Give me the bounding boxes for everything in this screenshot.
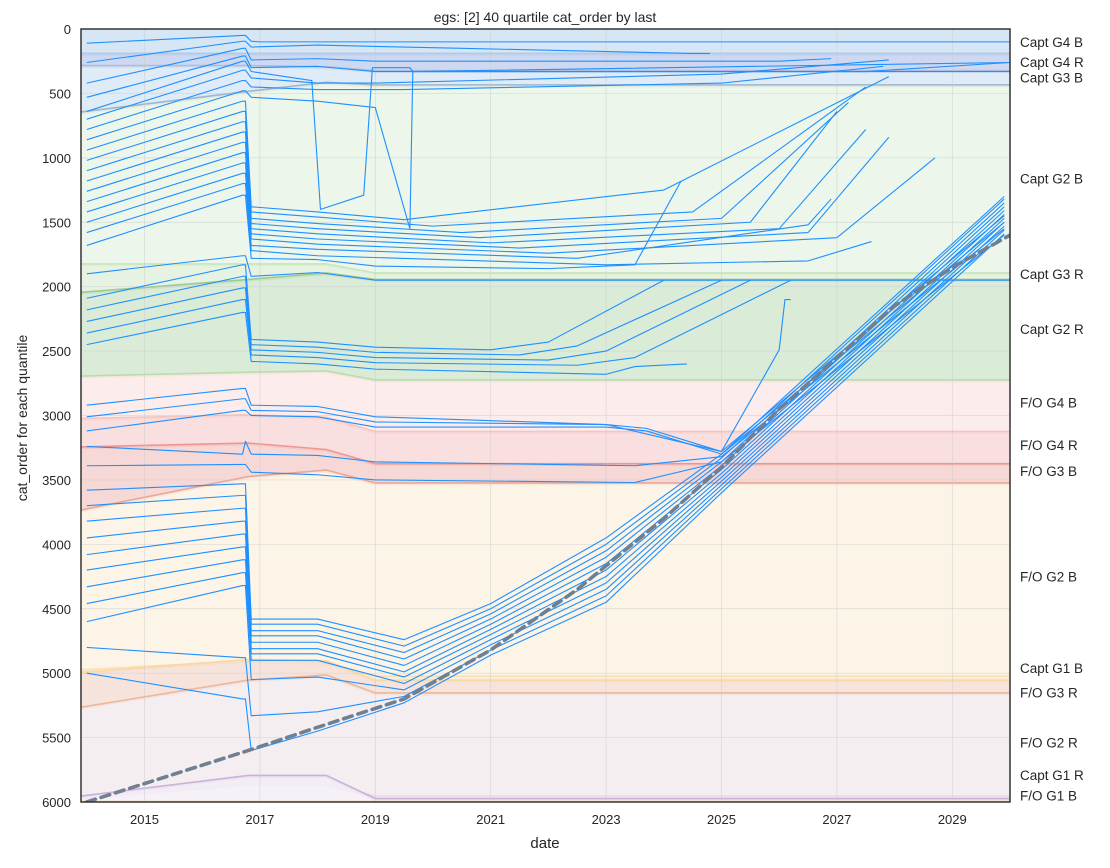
series-line-17 — [86, 180, 682, 270]
y-tick-label-9: 4500 — [42, 602, 71, 617]
series-line-20 — [86, 275, 722, 356]
x-tick-label-7: 2029 — [938, 812, 967, 827]
dashed-series-line — [84, 233, 1010, 802]
series-line-31 — [86, 202, 1005, 654]
y-tick-label-4: 2000 — [42, 280, 71, 295]
series-line-16 — [86, 183, 872, 266]
chart-title: egs: [2] 40 quartile cat_order by last — [434, 9, 657, 25]
y-tick-label-6: 3000 — [42, 409, 71, 424]
series-line-21 — [86, 279, 751, 361]
x-tick-label-0: 2015 — [130, 812, 159, 827]
x-axis-label: date — [530, 835, 559, 852]
x-tick-label-2: 2019 — [361, 812, 390, 827]
series-line-12 — [86, 129, 867, 244]
y-tick-label-2: 1000 — [42, 151, 71, 166]
plot-frame — [80, 28, 1011, 803]
series-line-0 — [86, 34, 1010, 44]
y-tick-label-5: 2500 — [42, 344, 71, 359]
series-line-37 — [86, 225, 1005, 691]
x-tick-label-6: 2027 — [822, 812, 851, 827]
band-fill-14 — [81, 776, 1010, 802]
series-line-7 — [86, 61, 1010, 230]
x-axis: 2015 2017 2019 2021 2023 2025 2027 2029 — [130, 812, 967, 827]
y-tick-label-3: 1500 — [42, 215, 71, 230]
series-line-13 — [86, 136, 890, 249]
y-tick-label-12: 6000 — [42, 795, 71, 810]
band-label-10: Capt G1 B — [1020, 661, 1083, 676]
y-tick-label-1: 500 — [49, 86, 71, 101]
series-line-34 — [86, 214, 1005, 673]
band-fill-11 — [81, 660, 1010, 708]
y-axis-label: cat_order for each quantile — [14, 335, 30, 502]
series-line-8 — [86, 76, 890, 221]
band-fill-8 — [81, 443, 1010, 511]
series-line-19 — [86, 264, 665, 351]
y-axis: 0 500 1000 1500 2000 2500 3000 3500 4000 4500 5000… — [42, 22, 71, 810]
band-label-3: Capt G2 B — [1020, 171, 1083, 186]
band-fill-7 — [81, 415, 1010, 465]
x-tick-label-5: 2025 — [707, 812, 736, 827]
band-fill-9 — [81, 470, 1010, 678]
y-tick-label-11: 5500 — [42, 731, 71, 746]
band-layer — [81, 29, 1010, 802]
y-tick-label-8: 4000 — [42, 537, 71, 552]
series-line-14 — [86, 157, 936, 254]
series-line-18 — [86, 255, 1010, 281]
series-line-39 — [86, 233, 1005, 752]
series-line-25 — [86, 215, 1005, 453]
band-label-5: Capt G2 R — [1020, 322, 1084, 337]
band-fill-3 — [81, 83, 1010, 274]
y-tick-label-7: 3500 — [42, 473, 71, 488]
band-label-11: F/O G3 R — [1020, 685, 1078, 700]
series-line-28 — [86, 234, 1005, 484]
band-label-2: Capt G3 B — [1020, 70, 1083, 85]
band-fill-12 — [81, 675, 1010, 799]
band-label-13: Capt G1 R — [1020, 768, 1084, 783]
band-label-6: F/O G4 B — [1020, 396, 1077, 411]
series-line-4 — [86, 60, 1010, 210]
band-fill-2 — [81, 66, 1010, 113]
series-line-5 — [86, 59, 889, 120]
band-label-4: Capt G3 R — [1020, 267, 1084, 282]
y-tick-label-10: 5000 — [42, 666, 71, 681]
band-label-1: Capt G4 R — [1020, 55, 1084, 70]
series-line-32 — [86, 206, 1005, 660]
y-tick-label-0: 0 — [64, 22, 71, 37]
series-line-35 — [86, 217, 1005, 678]
band-label-0: Capt G4 B — [1020, 35, 1083, 50]
x-tick-label-1: 2017 — [245, 812, 274, 827]
x-tick-label-3: 2021 — [476, 812, 505, 827]
band-label-9: F/O G2 B — [1020, 570, 1077, 585]
series-line-10 — [86, 102, 849, 234]
series-line-1 — [86, 40, 710, 64]
series-line-15 — [86, 172, 832, 259]
band-fill-5 — [81, 273, 1010, 381]
series-line-38 — [86, 229, 1005, 717]
series-line-36 — [86, 221, 1005, 685]
band-fill-10 — [81, 660, 1010, 681]
dashed-layer — [84, 233, 1010, 802]
series-line-23 — [86, 311, 687, 375]
x-tick-label-4: 2023 — [592, 812, 621, 827]
series-line-11 — [86, 111, 838, 239]
series-line-29 — [86, 196, 1005, 641]
series-line-6 — [86, 65, 884, 131]
series-line-24 — [86, 298, 791, 453]
band-label-14: F/O G1 B — [1020, 789, 1077, 804]
series-line-30 — [86, 198, 1005, 647]
series-line-27 — [86, 228, 1005, 467]
band-label-8: F/O G3 B — [1020, 464, 1077, 479]
series-line-9 — [86, 86, 867, 227]
band-label-12: F/O G2 R — [1020, 736, 1078, 751]
band-label-7: F/O G4 R — [1020, 438, 1078, 453]
series-line-26 — [86, 221, 1005, 455]
series-line-22 — [86, 279, 791, 366]
series-line-2 — [86, 47, 832, 84]
